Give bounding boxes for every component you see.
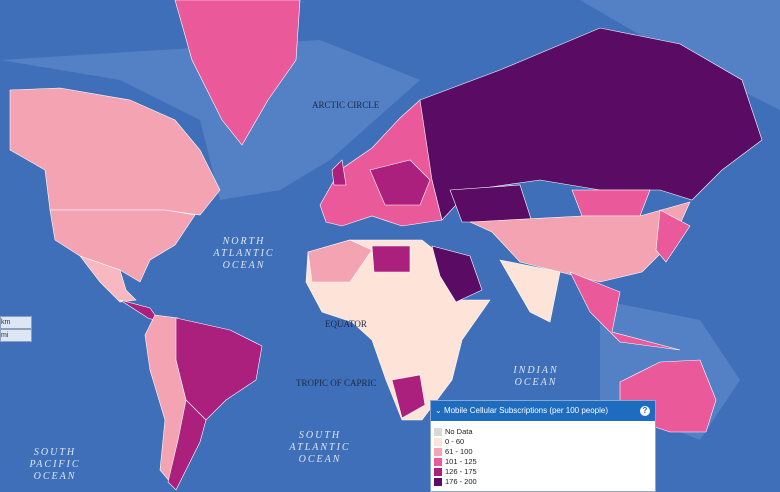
ocean-label: ATLANTIC [212, 248, 274, 259]
countries [9, 0, 763, 491]
ocean-label: ATLANTIC [288, 442, 350, 453]
ocean-label: SOUTH [34, 447, 76, 458]
legend-items: No Data 0 - 60 61 - 100 101 - 125 126 - 175 1… [431, 421, 655, 487]
legend-swatch [434, 438, 442, 447]
legend: ⌄ Mobile Cellular Subscriptions (per 100… [430, 400, 656, 492]
chevron: ⌄ [435, 406, 442, 415]
legend-label: 101 - 125 [445, 457, 477, 466]
ocean-label: NORTH [222, 236, 266, 247]
legend-swatch [434, 448, 442, 457]
ocean-label: OCEAN [34, 471, 77, 482]
legend-swatch [434, 428, 442, 437]
legend-label: 176 - 200 [445, 477, 477, 486]
legend-label: 61 - 100 [445, 447, 473, 456]
legend-swatch [434, 478, 442, 487]
ocean-label: OCEAN [223, 260, 266, 271]
arctic-circle-label: ARCTIC CIRCLE [312, 100, 380, 110]
ocean-label: PACIFIC [28, 459, 80, 470]
tropic-label: TROPIC OF CAPRIC [296, 378, 377, 388]
legend-item: 61 - 100 [434, 447, 655, 457]
legend-item: No Data [434, 427, 655, 437]
legend-header[interactable]: ⌄ Mobile Cellular Subscriptions (per 100… [431, 401, 655, 421]
ocean-label: OCEAN [299, 454, 342, 465]
ocean-label: OCEAN [515, 377, 558, 388]
legend-item: 0 - 60 [434, 437, 655, 447]
legend-item: 101 - 125 [434, 457, 655, 467]
legend-label: No Data [445, 427, 473, 436]
ocean-label: INDIAN [512, 365, 558, 376]
help-button[interactable]: ? [640, 406, 650, 416]
legend-label: 126 - 175 [445, 467, 477, 476]
legend-title: Mobile Cellular Subscriptions (per 100 p… [443, 406, 609, 415]
legend-item: 176 - 200 [434, 477, 655, 487]
scale-mi: mi [0, 329, 32, 342]
legend-item: 126 - 175 [434, 467, 655, 477]
equator-label: EQUATOR [325, 319, 367, 329]
scale-km: km [0, 316, 32, 329]
legend-swatch [434, 468, 442, 477]
ocean-label: SOUTH [299, 430, 341, 441]
legend-label: 0 - 60 [445, 437, 465, 446]
legend-swatch [434, 458, 442, 467]
